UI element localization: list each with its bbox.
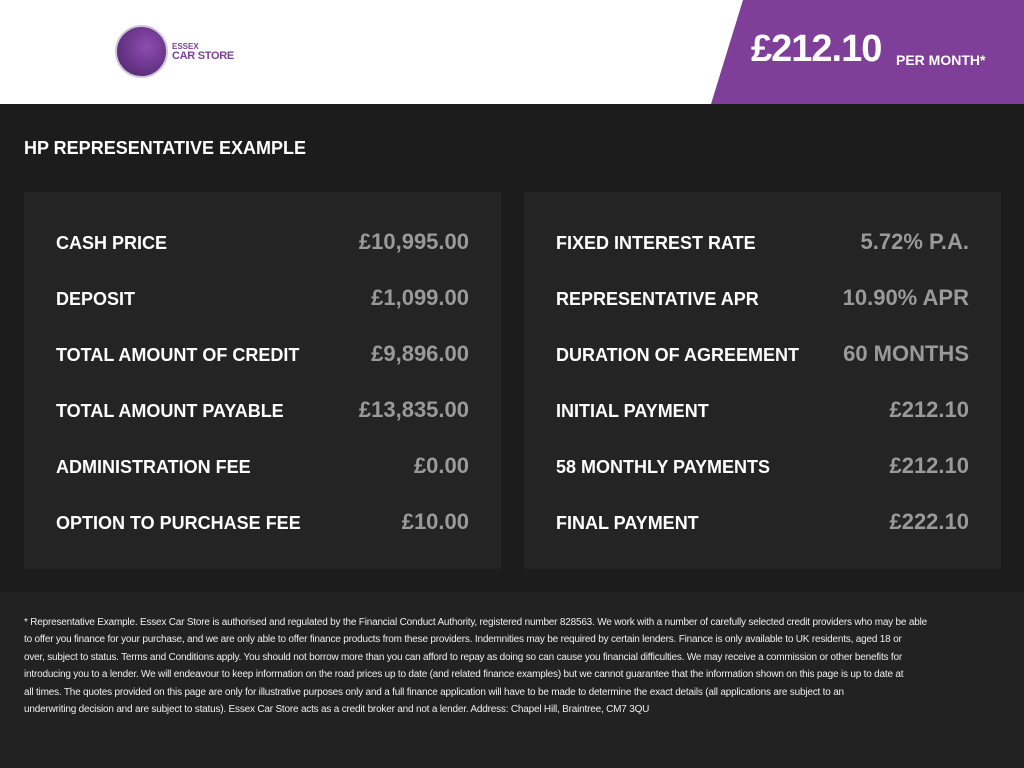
header: ESSEX CAR STORE £212.10 PER MONTH*	[0, 0, 1024, 104]
row-label: TOTAL AMOUNT OF CREDIT	[56, 345, 300, 365]
finance-row: TOTAL AMOUNT PAYABLE £13,835.00	[56, 394, 469, 450]
row-label: FIXED INTEREST RATE	[556, 233, 756, 253]
disclaimer-line: * Representative Example. Essex Car Stor…	[24, 617, 927, 628]
row-label: CASH PRICE	[56, 233, 168, 253]
row-value: £212.10	[889, 453, 969, 478]
finance-row: REPRESENTATIVE APR 10.90% APR	[556, 282, 969, 338]
finance-row: TOTAL AMOUNT OF CREDIT £9,896.00	[56, 338, 469, 394]
finance-row: DEPOSIT £1,099.00	[56, 282, 469, 338]
finance-row: ADMINISTRATION FEE £0.00	[56, 450, 469, 506]
disclaimer-line: underwriting decision and are subject to…	[24, 704, 650, 716]
disclaimer-line: introducing you to a lender. We will end…	[24, 669, 904, 681]
per-month-label: PER MONTH*	[896, 52, 986, 68]
row-value: £212.10	[889, 397, 969, 422]
logo-text-top: ESSEX	[172, 42, 199, 51]
row-value: £1,099.00	[371, 285, 469, 310]
row-value: £222.10	[889, 509, 969, 534]
section-title: HP REPRESENTATIVE EXAMPLE	[24, 138, 307, 158]
disclaimer: * Representative Example. Essex Car Stor…	[0, 592, 1024, 768]
row-value: 5.72% P.A.	[860, 229, 969, 254]
row-label: INITIAL PAYMENT	[556, 401, 709, 421]
row-value: 60 MONTHS	[843, 341, 969, 366]
row-value: £13,835.00	[358, 397, 469, 422]
row-label: DEPOSIT	[56, 289, 136, 309]
finance-row: 58 MONTHLY PAYMENTS £212.10	[556, 450, 969, 506]
row-label: OPTION TO PURCHASE FEE	[56, 513, 301, 533]
car-logo-icon	[115, 25, 168, 78]
row-label: DURATION OF AGREEMENT	[556, 345, 799, 365]
finance-panel-right: FIXED INTEREST RATE 5.72% P.A. REPRESENTA…	[524, 192, 1001, 569]
row-value: £9,896.00	[371, 341, 469, 366]
finance-row: DURATION OF AGREEMENT 60 MONTHS	[556, 338, 969, 394]
monthly-price: £212.10	[751, 28, 882, 70]
row-label: REPRESENTATIVE APR	[556, 289, 759, 309]
finance-row: CASH PRICE £10,995.00	[56, 226, 469, 282]
finance-row: FIXED INTEREST RATE 5.72% P.A.	[556, 226, 969, 282]
monthly-price-banner: £212.10 PER MONTH*	[711, 0, 1024, 104]
row-value: £10,995.00	[358, 229, 469, 254]
row-value: 10.90% APR	[842, 285, 969, 310]
logo[interactable]: ESSEX CAR STORE	[115, 25, 235, 81]
finance-row: INITIAL PAYMENT £212.10	[556, 394, 969, 450]
row-value: £10.00	[401, 509, 469, 534]
logo-text-bottom: CAR STORE	[172, 50, 234, 62]
row-label: 58 MONTHLY PAYMENTS	[556, 457, 771, 477]
disclaimer-line: to offer you finance for your purchase, …	[24, 634, 902, 646]
row-value: £0.00	[413, 453, 469, 478]
finance-panel-left: CASH PRICE £10,995.00 DEPOSIT £1,099.00 TO…	[24, 192, 501, 569]
row-label: ADMINISTRATION FEE	[56, 457, 251, 477]
row-label: FINAL PAYMENT	[556, 513, 699, 533]
finance-row: FINAL PAYMENT £222.10	[556, 506, 969, 562]
disclaimer-line: all times. The quotes provided on this p…	[24, 686, 844, 698]
row-label: TOTAL AMOUNT PAYABLE	[56, 401, 284, 421]
finance-row: OPTION TO PURCHASE FEE £10.00	[56, 506, 469, 562]
disclaimer-line: over, subject to status. Terms and Condi…	[24, 651, 902, 663]
